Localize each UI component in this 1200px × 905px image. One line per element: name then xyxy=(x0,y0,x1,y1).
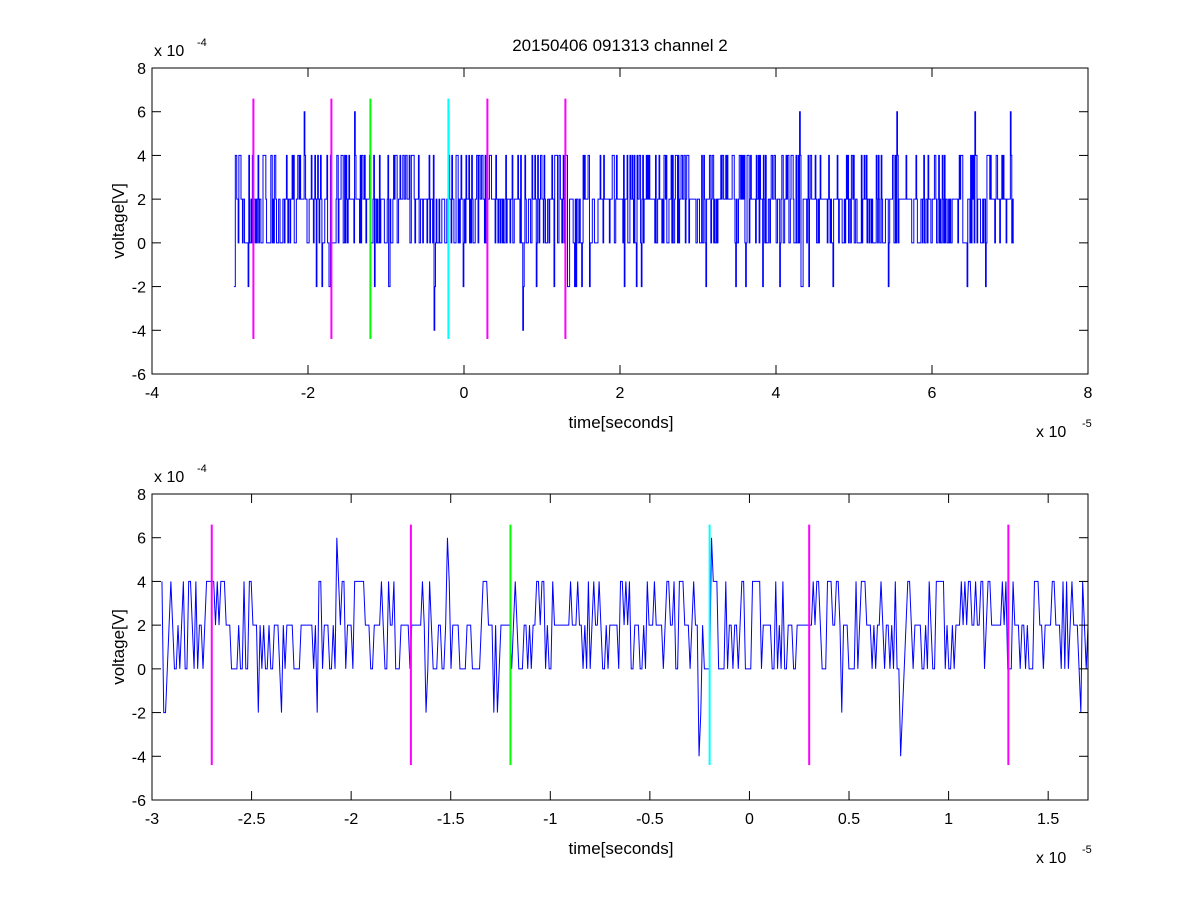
y-tick-label: 4 xyxy=(137,148,146,165)
x-tick-label: 8 xyxy=(1084,385,1093,402)
x-tick-label: 2 xyxy=(616,385,625,402)
x-tick-label: 1.5 xyxy=(1037,811,1059,828)
signal-line xyxy=(233,111,1014,331)
y-tick-label: -4 xyxy=(132,749,146,766)
signal-line xyxy=(161,537,1088,757)
x-tick-label: -4 xyxy=(145,385,159,402)
x-multiplier: x 10 xyxy=(1036,850,1066,867)
x-tick-label: 4 xyxy=(772,385,781,402)
y-tick-label: 8 xyxy=(137,487,146,504)
y-tick-label: -2 xyxy=(132,706,146,723)
y-tick-label: 0 xyxy=(137,662,146,679)
y-tick-label: 6 xyxy=(137,105,146,122)
x-tick-label: 1 xyxy=(944,811,953,828)
y-tick-label: 8 xyxy=(137,61,146,78)
y-multiplier-exponent: -4 xyxy=(197,463,207,475)
x-tick-label: 6 xyxy=(928,385,937,402)
x-tick-label: -2 xyxy=(301,385,315,402)
x-tick-label: -1.5 xyxy=(437,811,465,828)
y-tick-label: 6 xyxy=(137,531,146,548)
y-axis-label: voltage[V] xyxy=(109,183,128,259)
chart-title: 20150406 091313 channel 2 xyxy=(512,36,728,55)
y-tick-label: -2 xyxy=(132,280,146,297)
axes-box xyxy=(151,493,1089,801)
y-multiplier: x 10 xyxy=(154,43,184,60)
y-tick-label: 4 xyxy=(137,574,146,591)
x-tick-label: -1 xyxy=(543,811,557,828)
y-tick-label: 2 xyxy=(137,192,146,209)
bottom-subplot: -3 -2.5 -2 -1.5 -1 -0.5 0 0.5 1 1.5 -6 -4 -2 0 2 4 6 8 tim… xyxy=(109,463,1092,867)
x-tick-label: 0 xyxy=(460,385,469,402)
x-multiplier-exponent: -5 xyxy=(1082,844,1092,856)
top-subplot: -4 -2 0 2 4 6 8-6-4-202468time[seconds]voltage… xyxy=(109,37,1093,441)
x-tick-label: 0 xyxy=(745,811,754,828)
y-tick-label: -4 xyxy=(132,323,146,340)
y-tick-label: -6 xyxy=(132,367,146,384)
y-tick-label: 2 xyxy=(137,618,146,635)
x-tick-label: 0.5 xyxy=(838,811,860,828)
y-tick-label: -6 xyxy=(132,793,146,810)
x-multiplier-exponent: -5 xyxy=(1082,418,1092,430)
y-axis-label: voltage[V] xyxy=(109,609,128,685)
y-tick-label: 0 xyxy=(137,236,146,253)
x-multiplier: x 10 xyxy=(1036,424,1066,441)
y-multiplier: x 10 xyxy=(154,469,184,486)
x-tick-label: -3 xyxy=(145,811,159,828)
x-tick-label: -2.5 xyxy=(238,811,266,828)
y-multiplier-exponent: -4 xyxy=(197,37,207,49)
x-axis-label: time[seconds] xyxy=(569,839,674,858)
x-axis-label: time[seconds] xyxy=(569,413,674,432)
x-tick-label: -2 xyxy=(344,811,358,828)
x-tick-label: -0.5 xyxy=(636,811,664,828)
